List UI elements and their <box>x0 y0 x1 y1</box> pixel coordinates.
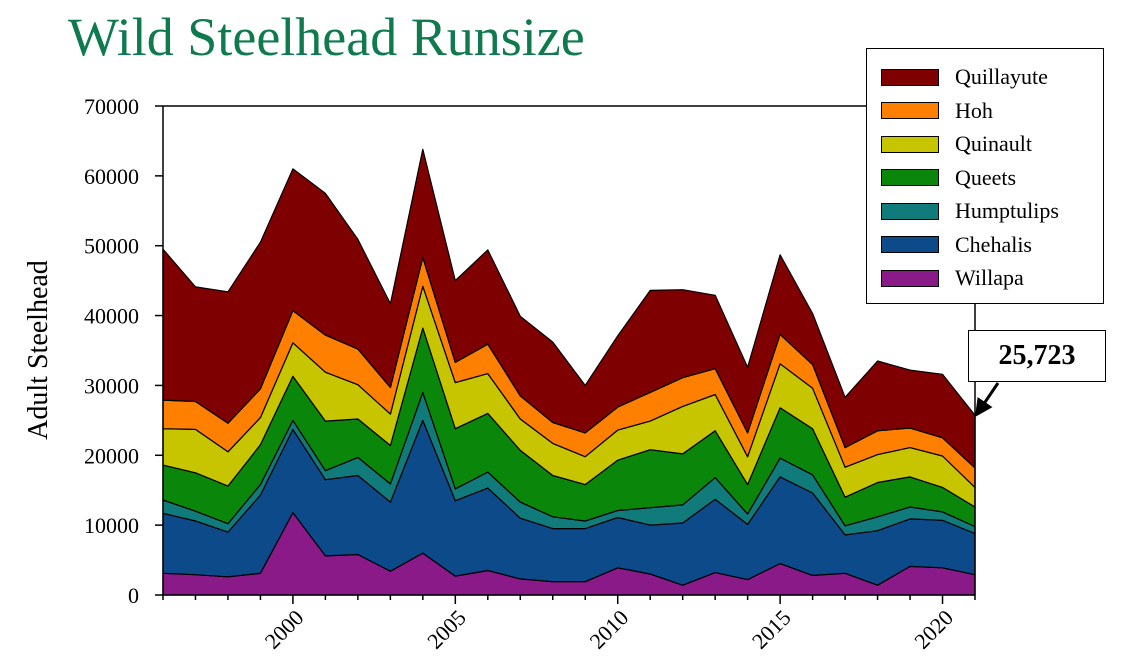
x-tick-label: 2005 <box>422 605 471 654</box>
legend-item-hoh: Hoh <box>881 97 993 123</box>
y-axis-label: Adult Steelhead <box>23 260 54 440</box>
y-tick-label: 40000 <box>84 304 139 329</box>
y-tick-label: 30000 <box>84 373 139 398</box>
legend-label: Hoh <box>955 97 993 123</box>
callout-arrow <box>974 382 1000 417</box>
legend-item-willapa: Willapa <box>881 265 1024 290</box>
legend-item-humptulips: Humptulips <box>881 198 1059 223</box>
x-axis: 2000 2005 2010 2015 2020 <box>162 595 976 654</box>
y-tick-label: 60000 <box>84 164 139 189</box>
legend: Quillayute Hoh Quinault Queets Humptulips Che… <box>866 48 1104 304</box>
legend-item-chehalis: Chehalis <box>881 231 1032 257</box>
legend-label: Quillayute <box>955 64 1048 89</box>
legend-label: Willapa <box>955 265 1024 290</box>
y-tick-label: 70000 <box>84 94 139 119</box>
legend-item-queets: Queets <box>881 164 1017 190</box>
legend-label: Humptulips <box>955 198 1059 223</box>
legend-item-quinault: Quinault <box>881 131 1032 156</box>
legend-label: Queets <box>955 164 1017 190</box>
x-tick-label: 2020 <box>909 605 958 654</box>
legend-label: Chehalis <box>955 231 1032 257</box>
legend-swatch <box>881 202 939 220</box>
legend-item-quillayute: Quillayute <box>881 64 1048 89</box>
y-axis: 0 10000 20000 30000 40000 50000 60000 70000 <box>84 94 163 608</box>
legend-label: Quinault <box>955 131 1032 156</box>
legend-swatch <box>881 269 939 287</box>
y-tick-label: 50000 <box>84 234 139 259</box>
legend-swatch <box>881 169 939 186</box>
x-tick-label: 2000 <box>260 605 309 654</box>
x-tick-label: 2010 <box>584 605 633 654</box>
legend-swatch <box>881 68 939 86</box>
legend-swatch <box>881 135 939 153</box>
y-tick-label: 0 <box>128 583 139 608</box>
chart-title: Wild Steelhead Runsize <box>68 7 585 67</box>
legend-swatch <box>881 236 939 253</box>
y-tick-label: 20000 <box>84 443 139 468</box>
area-layer <box>162 148 976 596</box>
latest-runsize-callout: 25,723 <box>968 330 1106 382</box>
y-tick-label: 10000 <box>84 513 139 538</box>
x-tick-label: 2015 <box>747 605 796 654</box>
legend-swatch <box>881 102 939 119</box>
